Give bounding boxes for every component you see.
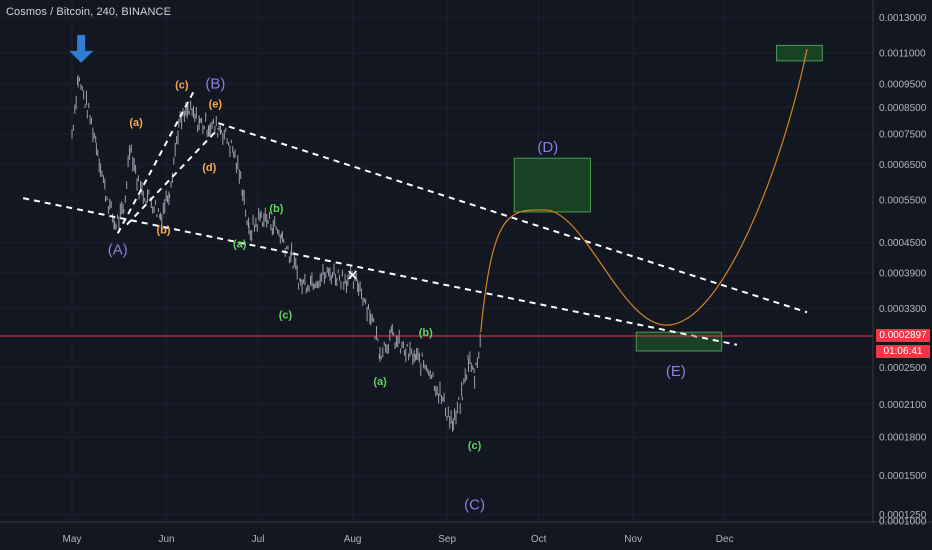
price-tick-label: 0.0001250 (879, 510, 927, 521)
price-tick-label: 0.0001800 (879, 433, 927, 444)
price-axis-panel[interactable] (873, 0, 932, 522)
countdown-badge: 01:06:41 (876, 345, 930, 359)
wave-label: (c) (279, 309, 293, 321)
target-zone (635, 331, 723, 352)
time-tick-label: Dec (716, 534, 734, 545)
time-tick-label: May (63, 534, 82, 545)
wave-label: (B) (205, 76, 225, 93)
wave-labels: (A) (B) (C) (D) (E) (a) (b) (c) (d) (e) (a) (b) (c) (… (108, 76, 686, 514)
down-arrow-icon (69, 34, 94, 63)
wave-label: (b) (156, 224, 170, 236)
time-axis[interactable]: May Jun Jul Aug Sep Oct Nov Dec (63, 534, 734, 545)
wave-label: (a) (129, 117, 143, 129)
price-tick-label: 0.0008500 (879, 103, 927, 114)
price-tick-label: 0.0003900 (879, 268, 927, 279)
trendline (116, 90, 195, 234)
x-marker-icon: ✕ (346, 268, 359, 285)
current-price-badge: 0.0002897 (876, 329, 930, 343)
time-tick-label: Nov (624, 534, 642, 545)
wave-label: (C) (464, 496, 485, 513)
price-tick-label: 0.0005500 (879, 196, 927, 207)
markers: ✕ (69, 34, 359, 285)
chart-title: Cosmos / Bitcoin, 240, BINANCE (6, 6, 172, 18)
grid (0, 0, 873, 522)
time-tick-label: Jul (252, 534, 265, 545)
target-zone (513, 157, 591, 213)
price-tick-label: 0.0001500 (879, 471, 927, 482)
price-tick-label: 0.0006500 (879, 160, 927, 171)
time-tick-label: Jun (158, 534, 174, 545)
wave-label: (e) (209, 99, 223, 111)
price-tick-label: 0.0004500 (879, 238, 927, 249)
price-tick-label: 0.0009500 (879, 80, 927, 91)
candle-series (71, 75, 481, 432)
projection-curve (480, 49, 808, 333)
price-tick-label: 0.0007500 (879, 130, 927, 141)
wave-label: (E) (666, 363, 686, 380)
wave-label: (c) (468, 440, 482, 452)
price-tick-label: 0.0002500 (879, 363, 927, 374)
wave-label: (b) (269, 203, 283, 215)
wave-label: (A) (108, 242, 128, 259)
wave-label: (c) (175, 80, 189, 92)
price-tick-label: 0.0001000 (879, 517, 927, 528)
time-tick-label: Aug (344, 534, 362, 545)
target-zones (513, 44, 823, 352)
trendlines (22, 90, 808, 346)
price-tick-label: 0.0013000 (879, 13, 927, 24)
target-zone (776, 44, 823, 62)
wave-label: (a) (373, 376, 387, 388)
time-tick-label: Oct (531, 534, 547, 545)
price-axis: 0.0013000 0.0011000 0.0009500 0.0008500 0.00… (879, 13, 927, 527)
projection-path (480, 49, 808, 333)
wave-label: (a) (233, 238, 247, 250)
trendline (126, 127, 220, 226)
price-tick-label: 0.0011000 (879, 49, 926, 60)
wave-label: (b) (419, 327, 433, 339)
price-tick-label: 0.0002100 (879, 400, 927, 411)
wave-label: (d) (202, 162, 216, 174)
trendline (218, 122, 808, 314)
trendline (22, 197, 738, 346)
wave-label: (D) (537, 139, 558, 156)
time-tick-label: Sep (438, 534, 456, 545)
price-tick-label: 0.0003300 (879, 304, 927, 315)
